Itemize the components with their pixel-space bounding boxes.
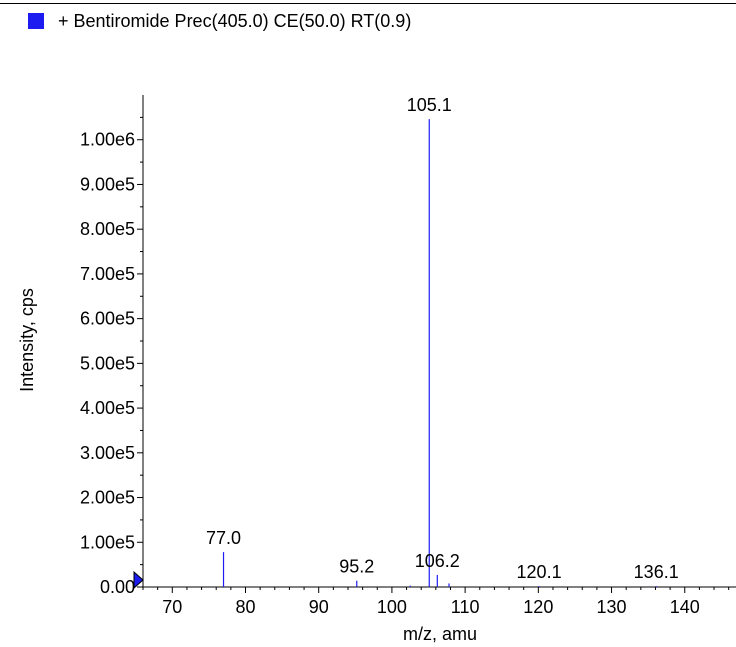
peak-label: 105.1 [407, 95, 452, 115]
peak-label: 95.2 [339, 557, 374, 577]
y-tick-label: 7.00e5 [80, 264, 135, 284]
y-ticks: 0.00 1.00e5 2.00e5 3.00e5 4.00e5 5.00e5 6.00e5… [80, 116, 143, 597]
y-axis-label: Intensity, cps [17, 288, 37, 392]
x-ticks: 70 80 90 100 110 120 130 140 [142, 587, 730, 617]
legend-swatch [28, 13, 44, 29]
x-tick-label: 110 [451, 597, 480, 617]
y-tick-label: 5.00e5 [80, 353, 135, 373]
x-tick-label: 70 [162, 597, 182, 617]
x-tick-label: 130 [597, 597, 627, 617]
peaks: 77.0 95.2 105.1 106.2 120.1 136.1 [206, 95, 679, 587]
peak-label: 136.1 [634, 562, 679, 582]
y-tick-label: 0.00 [100, 577, 135, 597]
peak-label: 77.0 [206, 528, 241, 548]
top-border [0, 3, 736, 4]
y-tick-label: 9.00e5 [80, 174, 135, 194]
y-tick-label: 6.00e5 [80, 309, 135, 329]
y-tick-label: 4.00e5 [80, 398, 135, 418]
x-tick-label: 80 [235, 597, 255, 617]
y-tick-label: 3.00e5 [80, 443, 135, 463]
y-tick-label: 1.00e5 [80, 532, 135, 552]
x-axis-label: m/z, amu [403, 624, 477, 644]
legend: + Bentiromide Prec(405.0) CE(50.0) RT(0.… [28, 10, 411, 32]
zero-marker-icon [133, 570, 144, 590]
y-tick-label: 1.00e6 [80, 130, 135, 150]
x-tick-label: 100 [377, 597, 407, 617]
legend-label: + Bentiromide Prec(405.0) CE(50.0) RT(0.… [58, 10, 412, 31]
y-tick-label: 8.00e5 [80, 219, 135, 239]
x-tick-label: 90 [309, 597, 329, 617]
x-tick-label: 140 [670, 597, 700, 617]
y-tick-label: 2.00e5 [80, 488, 135, 508]
x-tick-label: 120 [523, 597, 553, 617]
peak-label: 120.1 [517, 562, 562, 582]
peak-label: 106.2 [415, 551, 460, 571]
